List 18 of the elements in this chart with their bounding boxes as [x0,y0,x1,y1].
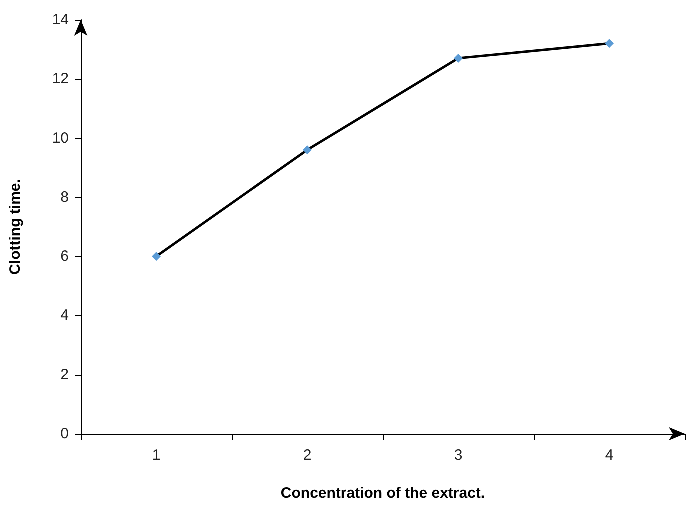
point [605,39,614,48]
x-tick-label: 4 [605,447,614,464]
x-axis-title: Concentration of the extract. [280,485,486,502]
x-tick-label: 1 [152,447,161,464]
x-tick-label: 2 [303,447,312,464]
y-tick-label: 8 [60,188,69,206]
y-tick-label: 12 [52,70,69,88]
y-axis-title: Clotting time. [7,179,24,275]
point [454,54,463,63]
x-tick-label: 3 [454,447,463,464]
y-tick-label: 4 [60,307,69,324]
y-tick-label: 0 [60,426,69,442]
point [152,252,161,262]
y-tick-label: 14 [52,12,69,28]
y-tick-label: 10 [52,130,69,147]
y-tick-label: 6 [60,248,69,266]
y-tick-label: 2 [60,366,69,384]
point [303,146,312,155]
